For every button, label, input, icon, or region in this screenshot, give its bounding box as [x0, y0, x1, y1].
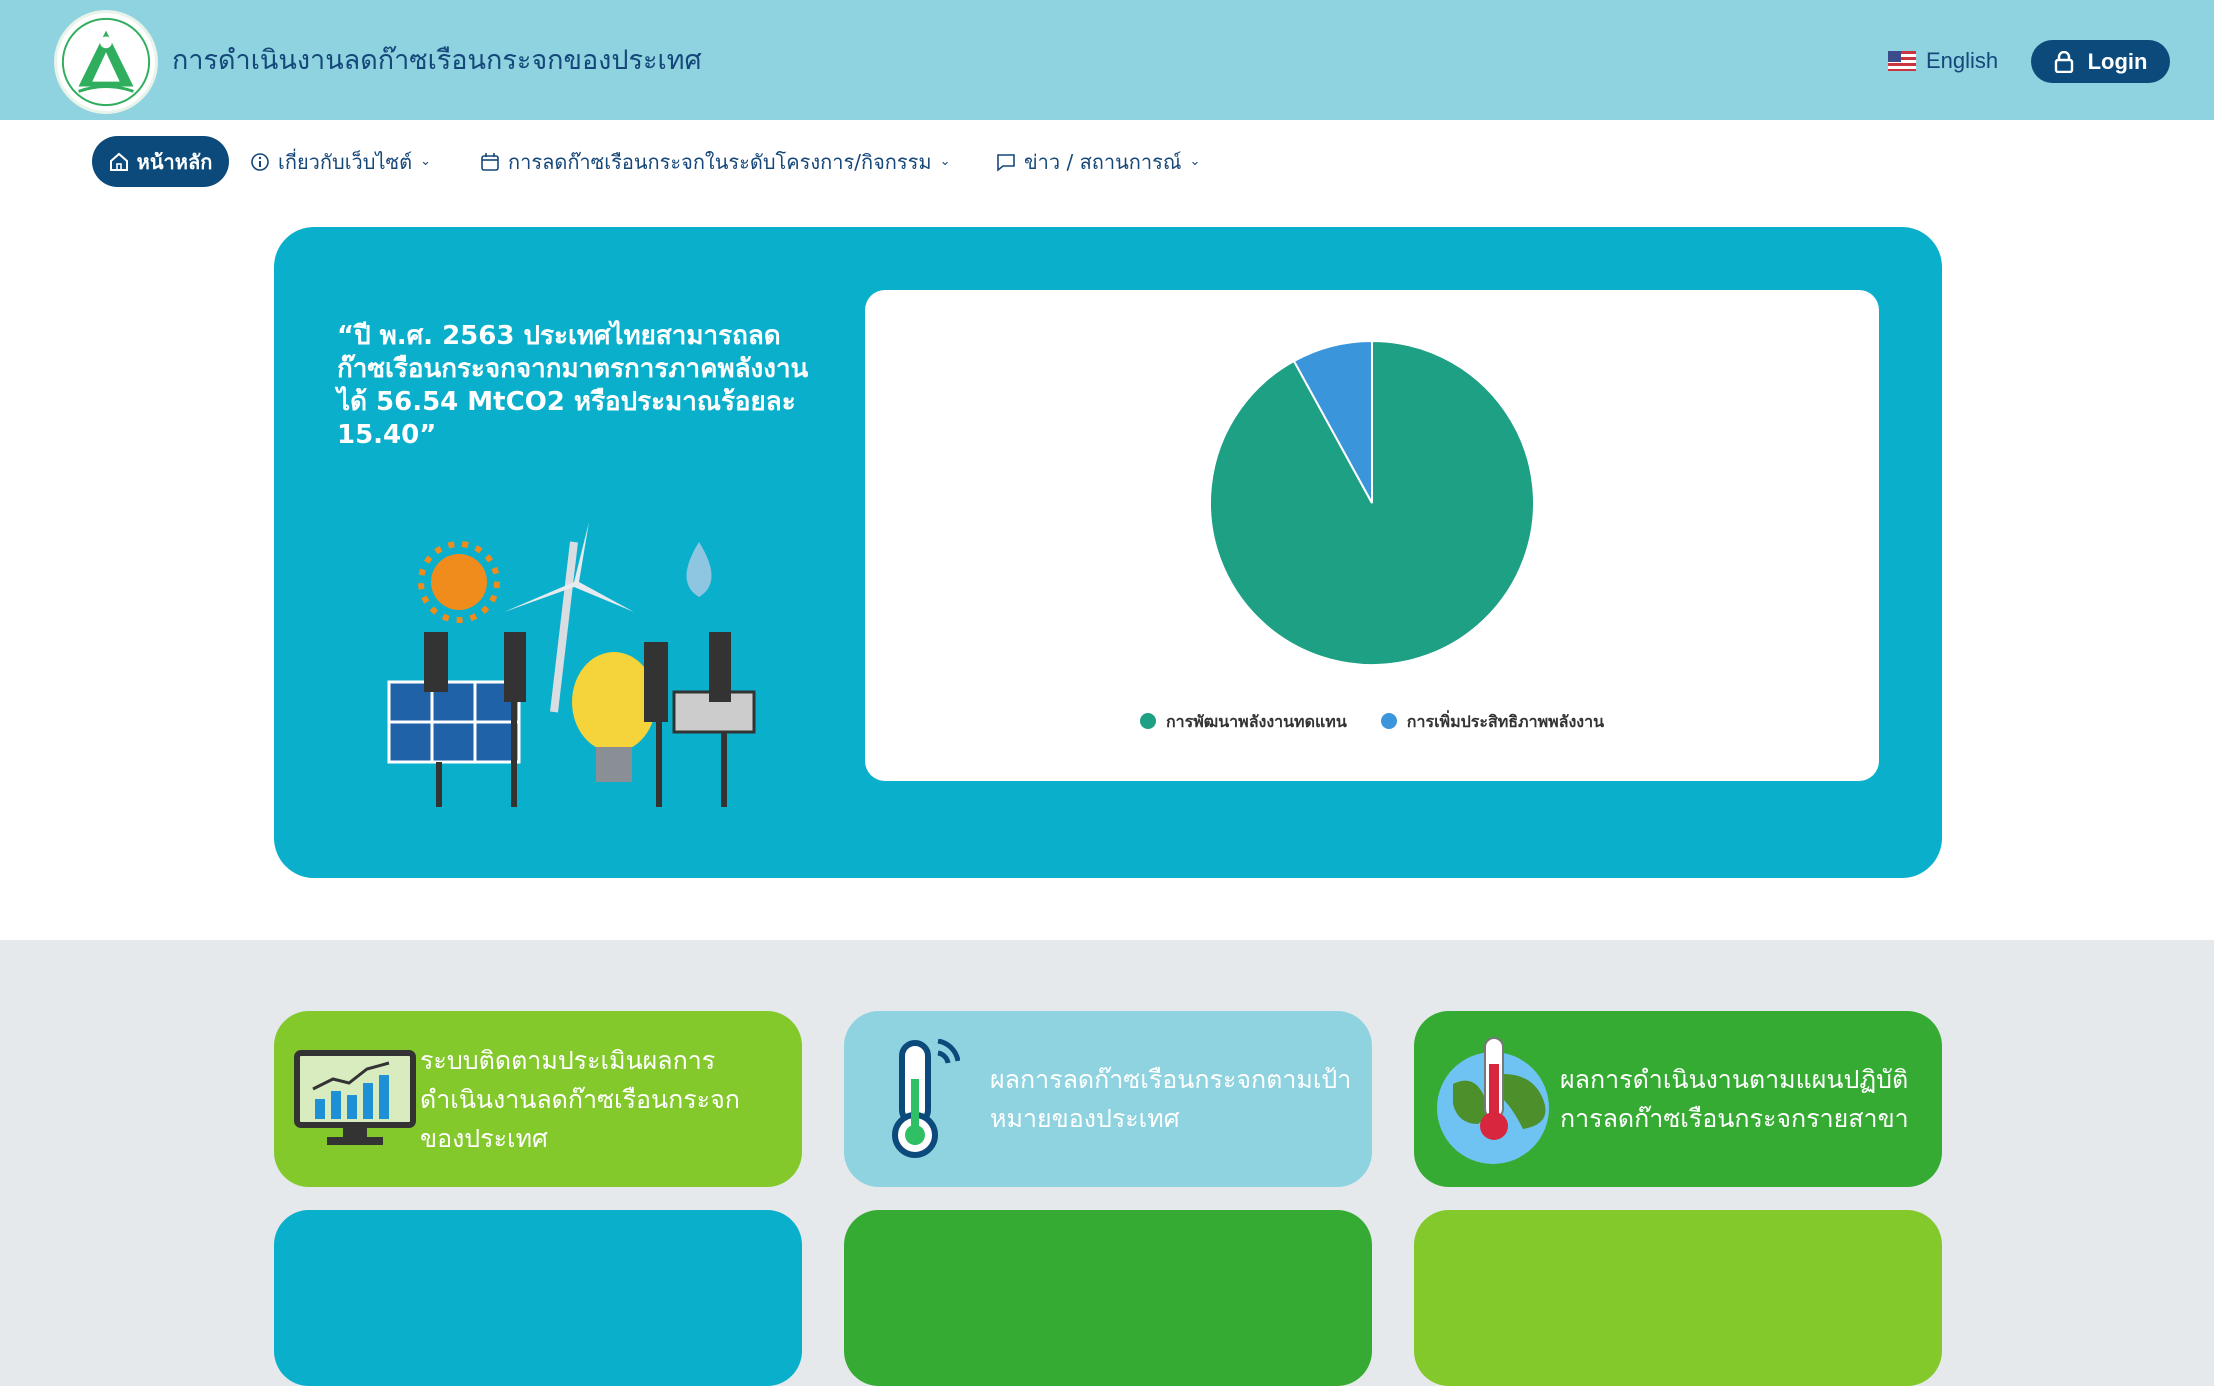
legend-item[interactable]: การเพิ่มประสิทธิภาพพลังงาน	[1380, 710, 1605, 735]
legend-label: การเพิ่มประสิทธิภาพพลังงาน	[1406, 712, 1605, 731]
feature-card[interactable]: ผลการลดก๊าซเรือนกระจกตามเป้าหมายของประเท…	[844, 1011, 1372, 1187]
chevron-down-icon: ⌄	[1189, 154, 1201, 169]
monitor-chart-icon	[290, 1049, 420, 1149]
card-label: ผลการดำเนินงานตามแผนปฏิบัติการลดก๊าซเรือ…	[1560, 1065, 1909, 1133]
chevron-down-icon: ⌄	[420, 154, 431, 169]
renewable-energy-illustration	[387, 522, 756, 807]
hero-card: “ปี พ.ศ. 2563 ประเทศไทยสามารถลดก๊าซเรือน…	[274, 227, 1942, 878]
calendar-icon	[481, 152, 499, 171]
header: การดำเนินงานลดก๊าซเรือนกระจกของประเทศ En…	[0, 0, 2214, 120]
legend-label: การพัฒนาพลังงานทดแทน	[1165, 712, 1347, 731]
main-nav: หน้าหลัก เกี่ยวกับเว็บไซต์ ⌄ การลดก๊าซเรื…	[0, 120, 2214, 203]
nav-label: เกี่ยวกับเว็บไซต์	[278, 149, 413, 174]
login-label: Login	[2087, 48, 2148, 74]
home-icon	[109, 152, 128, 171]
info-icon	[251, 152, 269, 171]
feature-card[interactable]: ระบบติดตามประเมินผลการดำเนินงานลดก๊าซเรื…	[274, 1011, 802, 1187]
language-switch[interactable]: English	[1888, 48, 1998, 74]
nav-label: หน้าหลัก	[136, 149, 213, 174]
logo[interactable]	[54, 10, 158, 114]
nav-label: ข่าว / สถานการณ์	[1024, 149, 1182, 174]
nav-about[interactable]: เกี่ยวกับเว็บไซต์ ⌄	[250, 136, 431, 187]
us-flag-icon	[1888, 51, 1916, 71]
nav-news[interactable]: ข่าว / สถานการณ์ ⌄	[996, 136, 1200, 187]
chevron-down-icon: ⌄	[939, 154, 951, 169]
thermometer-icon	[860, 1039, 990, 1159]
legend-dot	[1380, 713, 1397, 729]
login-button[interactable]: Login	[2031, 40, 2170, 83]
chart-legend: การพัฒนาพลังงานทดแทน การเพิ่มประสิทธิภาพพ…	[865, 710, 1879, 735]
nav-projects[interactable]: การลดก๊าซเรือนกระจกในระดับโครงการ/กิจกรร…	[480, 136, 951, 187]
card-label: ระบบติดตามประเมินผลการดำเนินงานลดก๊าซเรื…	[420, 1045, 740, 1153]
feature-card[interactable]: ผลการดำเนินงานตามแผนปฏิบัติการลดก๊าซเรือ…	[1414, 1011, 1942, 1187]
pie-chart	[1209, 339, 1535, 666]
hero-quote: “ปี พ.ศ. 2563 ประเทศไทยสามารถลดก๊าซเรือน…	[337, 321, 809, 450]
nav-home[interactable]: หน้าหลัก	[92, 136, 229, 187]
chat-icon	[997, 153, 1015, 172]
lock-icon	[2054, 50, 2073, 73]
pie-chart-card: การพัฒนาพลังงานทดแทน การเพิ่มประสิทธิภาพพ…	[865, 290, 1879, 781]
legend-item[interactable]: การพัฒนาพลังงานทดแทน	[1139, 710, 1347, 735]
card-label: ผลการลดก๊าซเรือนกระจกตามเป้าหมายของประเท…	[990, 1065, 1352, 1133]
feature-card[interactable]	[274, 1210, 802, 1386]
feature-card[interactable]	[844, 1210, 1372, 1386]
site-title[interactable]: การดำเนินงานลดก๊าซเรือนกระจกของประเทศ	[172, 45, 702, 76]
language-label: English	[1926, 48, 1999, 73]
globe-thermometer-icon	[1430, 1034, 1560, 1164]
pie-slice[interactable]	[1292, 339, 1373, 504]
nav-label: การลดก๊าซเรือนกระจกในระดับโครงการ/กิจกรร…	[508, 149, 932, 174]
legend-dot	[1139, 713, 1156, 729]
feature-card[interactable]	[1414, 1210, 1942, 1386]
